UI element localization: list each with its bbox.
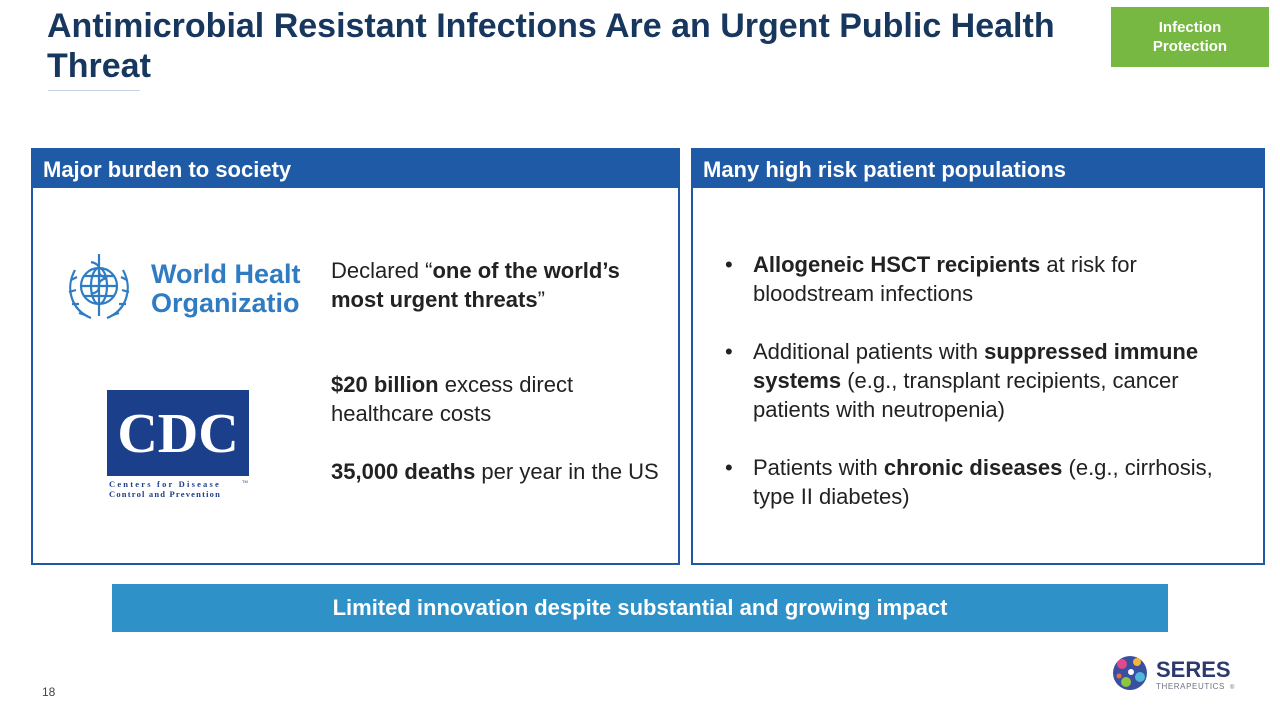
burden-panel-heading: Major burden to society [33,150,678,188]
seres-logo: SERES THERAPEUTICS ® [1113,656,1235,691]
page-number: 18 [42,685,56,699]
list-item-pre: Patients with [753,455,884,480]
section-tag: Infection Protection [1111,7,1269,67]
bullet-dot: • [725,339,733,364]
bullet-dot: • [725,252,733,277]
summary-banner-text: Limited innovation despite substantial a… [332,595,948,620]
deaths-figure: 35,000 deaths [331,459,476,484]
list-item: • Additional patients with suppressed im… [723,337,1233,424]
title-underline [48,90,140,91]
list-item-bold: chronic diseases [883,455,1063,480]
who-logo: World Health Organization [68,254,301,320]
list-item-text: at risk for bloodstream infections [753,252,1137,306]
list-item-text: (e.g., cirrhosis, type II diabetes) [753,455,1213,509]
cost-figure: $20 billion [331,372,439,397]
section-tag-label: Infection Protection [1152,19,1228,55]
list-item-pre: Additional patients with [753,339,985,364]
list-item-bold: suppressed immune systems [753,339,1199,393]
cdc-logo-mark: CDC [117,403,238,465]
cdc-logo: CDC Centers for Disease TM Control and P… [107,390,249,498]
summary-banner: Limited innovation despite substantial a… [112,584,1168,632]
who-statement-post: ” [537,287,545,312]
who-statement: Declared “one of the world’s most urgent… [331,256,661,314]
list-item-text: (e.g., transplant recipients, cancer pat… [753,368,1179,422]
populations-list: • Allogeneic HSCT recipients at risk for… [723,250,1233,540]
who-statement-pre: Declared “ [331,258,433,283]
list-item-bold: Allogeneic HSCT recipients [753,252,1041,277]
populations-panel-heading: Many high risk patient populations [693,150,1263,188]
cdc-logo-tm: TM [242,479,248,484]
cost-statement: $20 billion excess direct healthcare cos… [331,370,661,428]
list-item: • Patients with chronic diseases (e.g., … [723,453,1233,511]
page-title: Antimicrobial Resistant Infections Are a… [47,7,1055,85]
list-item: • Allogeneic HSCT recipients at risk for… [723,250,1233,308]
bullet-dot: • [725,455,733,480]
deaths-description: per year in the US [475,459,659,484]
who-logo-line2: Organization [151,288,301,318]
cdc-logo-line1: Centers for Disease [109,479,221,489]
seres-logo-subtitle: THERAPEUTICS [1156,682,1225,691]
seres-logo-wordmark: SERES [1156,657,1231,682]
deaths-statement: 35,000 deaths per year in the US [331,457,661,486]
who-statement-quote: one of the world’s most urgent threats [331,258,620,312]
seres-logo-mark: ® [1230,684,1235,691]
populations-panel: Many high risk patient populations • All… [691,148,1265,565]
cost-description: excess direct healthcare costs [331,372,574,426]
who-logo-line1: World Health [151,259,301,289]
cdc-logo-line2: Control and Prevention [109,489,221,498]
burden-panel: Major burden to society World Health Org… [31,148,680,565]
